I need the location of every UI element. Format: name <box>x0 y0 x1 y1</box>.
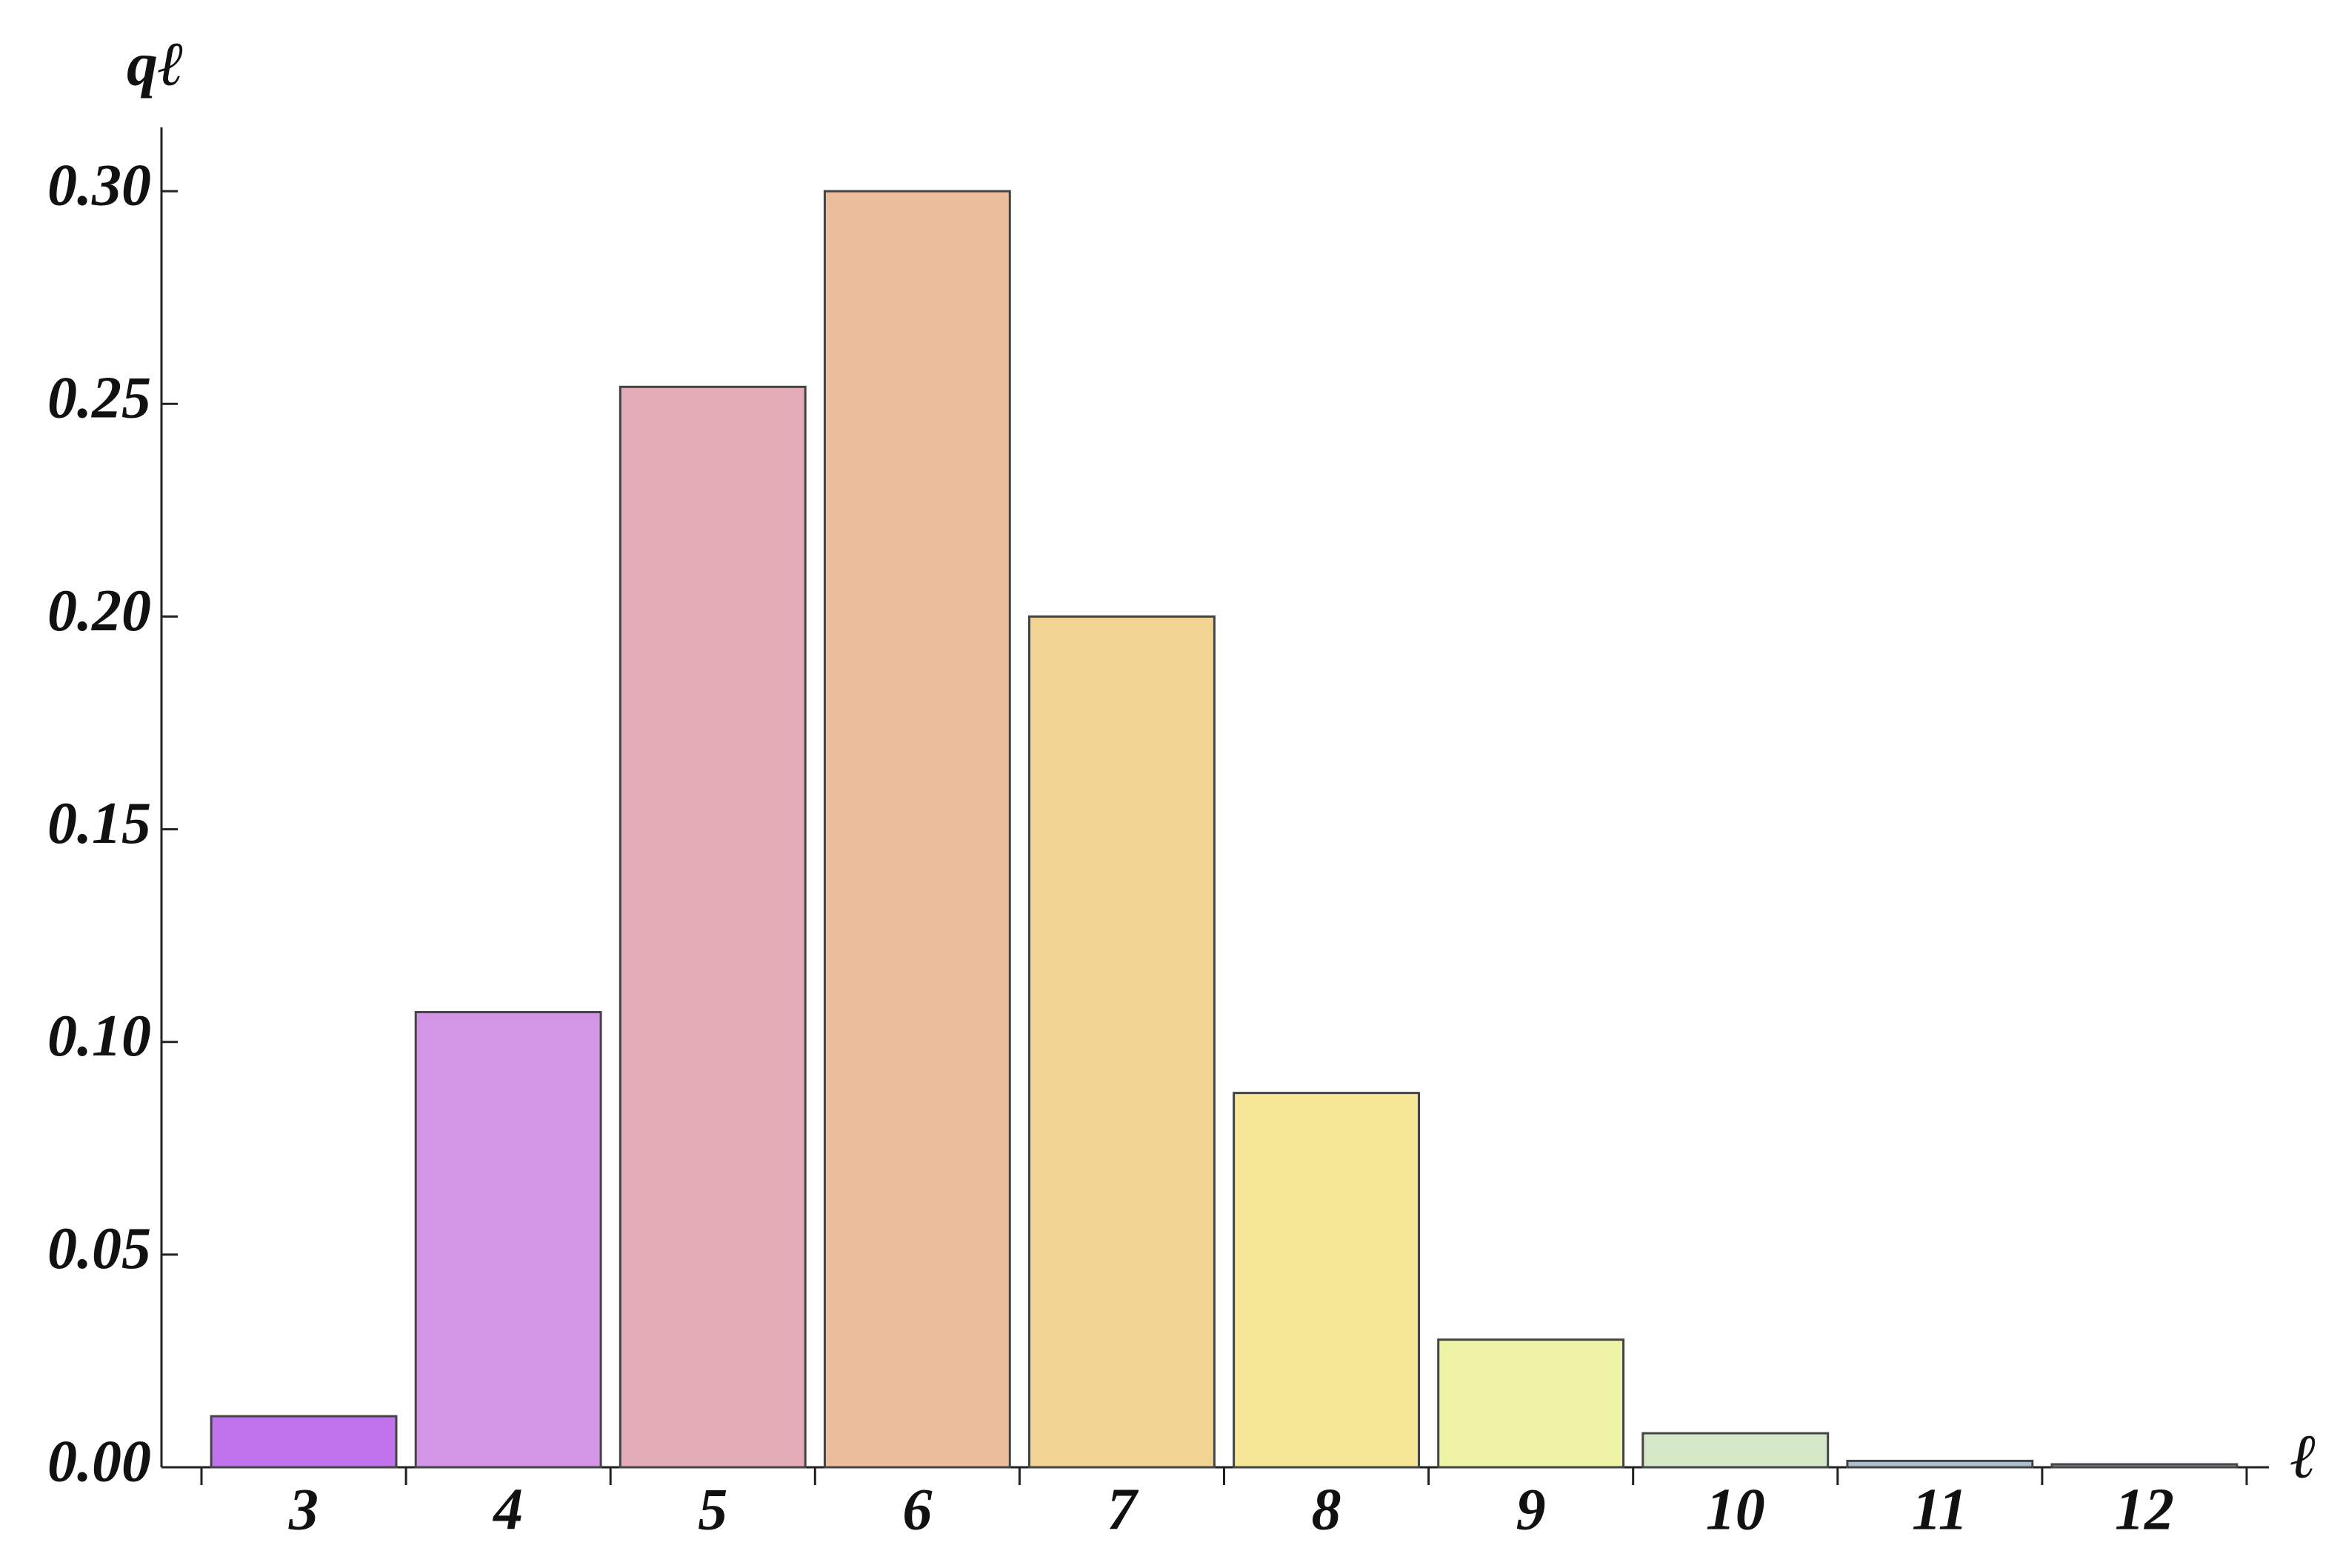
x-tick-label: 9 <box>1516 1477 1546 1542</box>
y-axis-label: qℓ <box>127 30 184 99</box>
x-tick-label: 4 <box>492 1477 523 1542</box>
y-tick-label: 0.00 <box>47 1429 151 1494</box>
bar <box>1641 1432 1830 1469</box>
x-tick-label: 10 <box>1706 1477 1765 1542</box>
bar <box>1437 1338 1625 1469</box>
y-tick-label: 0.20 <box>47 578 151 644</box>
x-tick-label: 6 <box>902 1477 932 1542</box>
bar <box>210 1415 398 1469</box>
y-tick-label: 0.05 <box>47 1216 151 1281</box>
x-axis-label: ℓ <box>2290 1422 2317 1491</box>
x-tick-label: 7 <box>1107 1477 1139 1542</box>
x-tick-label: 11 <box>1912 1477 1968 1542</box>
bar <box>1028 615 1216 1469</box>
bar <box>1846 1459 2034 1469</box>
y-tick-label: 0.25 <box>47 366 151 431</box>
bar <box>823 190 1011 1469</box>
x-tick-label: 12 <box>2115 1477 2174 1542</box>
y-tick-label: 0.10 <box>47 1004 151 1069</box>
bar <box>414 1011 602 1469</box>
x-tick-label: 5 <box>698 1477 727 1542</box>
y-tick-label: 0.30 <box>47 153 151 218</box>
y-tick-label: 0.15 <box>47 791 151 856</box>
x-tick-label: 3 <box>288 1477 319 1542</box>
bar <box>619 385 807 1469</box>
bar <box>1233 1092 1420 1469</box>
bar <box>2050 1463 2239 1469</box>
x-tick-label: 8 <box>1312 1477 1341 1542</box>
